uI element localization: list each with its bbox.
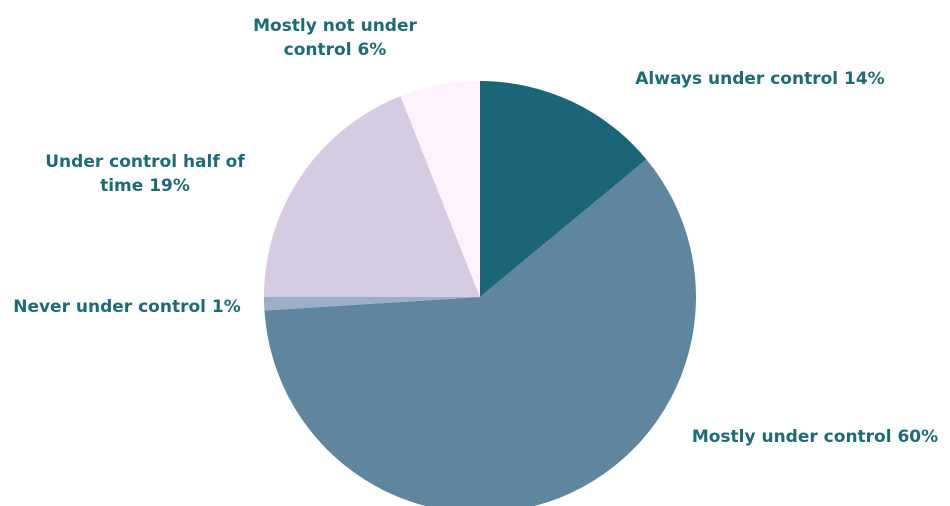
slice-label-line: Mostly under control 60% [691,427,939,447]
slice-label-line: Always under control 14% [635,69,885,89]
pie-slice-never-under-control [264,297,480,311]
pie-slice-mostly-not-under-control [400,81,480,297]
slice-label-mostly-under-control: Mostly under control 60% [680,425,950,449]
slice-label-always-under-control: Always under control 14% [600,67,920,91]
pie-slice-mostly-under-control [264,159,696,506]
slice-label-mostly-not-under-control: Mostly not under control 6% [215,14,455,62]
slice-label-line: Mostly not under [253,16,417,36]
slice-label-line: Never under control 1% [13,297,241,317]
slice-label-never-under-control: Never under control 1% [2,295,252,319]
slice-label-line: time 19% [100,176,190,196]
pie-slice-always-under-control [480,81,647,297]
slice-label-under-control-half: Under control half of time 19% [20,150,270,198]
slice-label-line: control 6% [283,40,387,60]
slice-label-line: Under control half of [45,152,245,172]
pie-slice-under-control-half [264,96,480,297]
